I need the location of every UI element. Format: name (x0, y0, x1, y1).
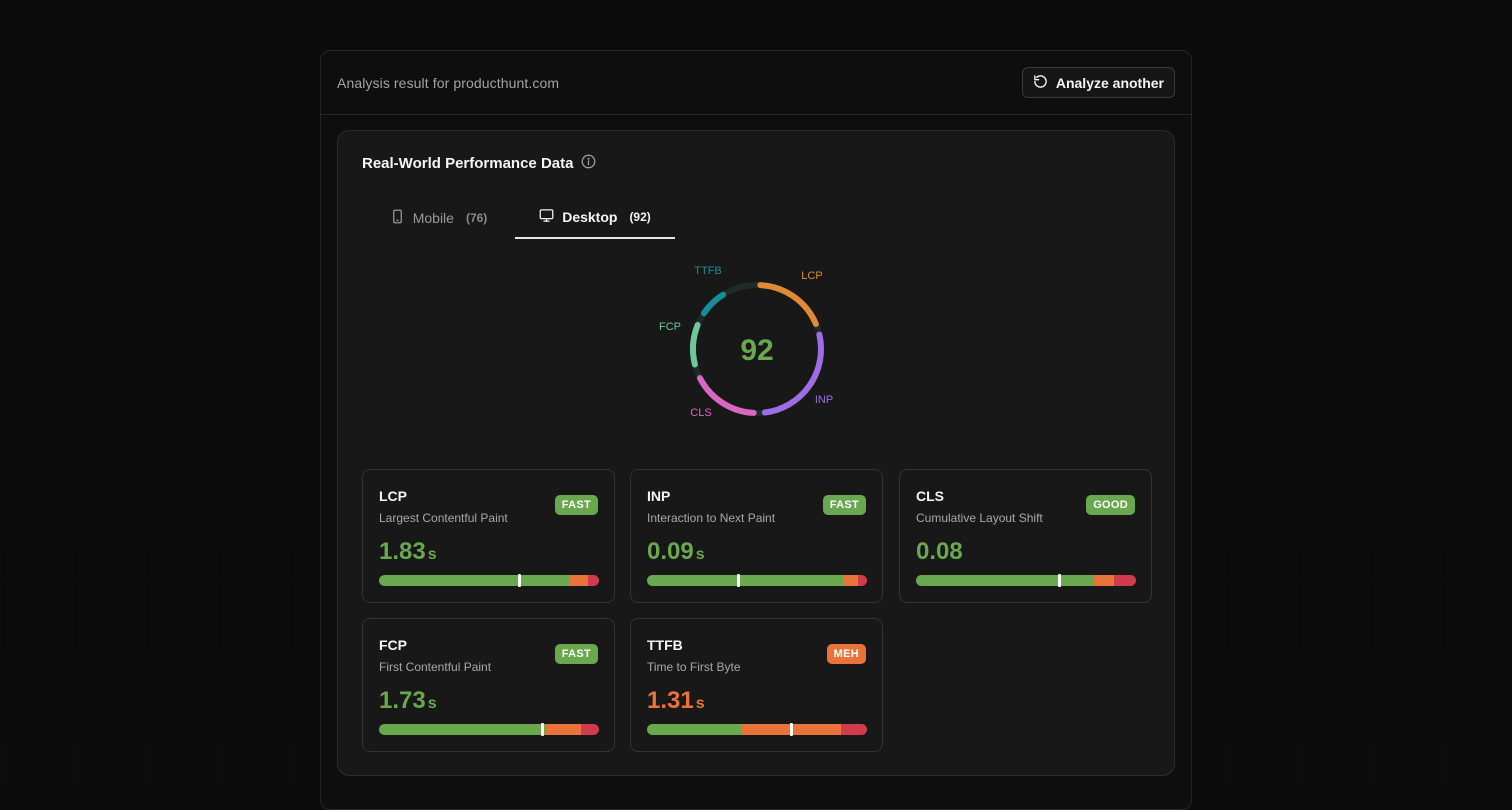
distribution-bar (916, 575, 1136, 586)
bar-segment-poor (841, 724, 867, 735)
metric-value-unit: s (696, 546, 705, 563)
bar-segment-poor (581, 724, 599, 735)
info-icon[interactable] (581, 154, 596, 173)
bar-segment-meh (843, 575, 858, 586)
tab-mobile[interactable]: Mobile (76) (362, 199, 515, 237)
bar-segment-good (379, 724, 546, 735)
gauge-label-lcp: LCP (801, 270, 822, 282)
bar-segment-poor (858, 575, 867, 586)
panel-header: Analysis result for producthunt.com Anal… (321, 51, 1191, 115)
bar-segment-meh (570, 575, 588, 586)
analyze-another-label: Analyze another (1056, 75, 1164, 91)
tab-desktop-label: Desktop (562, 209, 617, 225)
bar-segment-good (647, 575, 843, 586)
tab-desktop[interactable]: Desktop (92) (515, 199, 675, 239)
percentile-marker (790, 723, 793, 736)
gauge-arc-fcp (693, 325, 698, 364)
refresh-icon (1033, 74, 1048, 92)
status-badge: FAST (555, 495, 598, 515)
analysis-panel: Analysis result for producthunt.com Anal… (320, 50, 1192, 810)
metric-name: Time to First Byte (647, 660, 741, 674)
distribution-bar (379, 575, 599, 586)
score-gauge: 92 LCP INP CLS FCP TTFB (637, 258, 877, 428)
metric-name: Largest Contentful Paint (379, 511, 508, 525)
status-badge: FAST (555, 644, 598, 664)
smartphone-icon (390, 209, 405, 227)
metric-value-number: 1.83 (379, 538, 426, 565)
metric-value-number: 1.73 (379, 687, 426, 714)
metric-name: Interaction to Next Paint (647, 511, 775, 525)
metric-value-unit: s (696, 695, 705, 712)
distribution-bar (647, 575, 867, 586)
result-title: Analysis result for producthunt.com (337, 75, 559, 91)
metric-name: First Contentful Paint (379, 660, 491, 674)
metric-value-number: 0.09 (647, 538, 694, 565)
metric-abbr: TTFB (647, 637, 683, 653)
monitor-icon (539, 208, 554, 226)
tab-mobile-count: (76) (466, 211, 487, 225)
percentile-marker (737, 574, 740, 587)
gauge-arc-lcp (760, 285, 816, 324)
gauge-label-ttfb: TTFB (694, 265, 722, 277)
device-tabs: Mobile (76) Desktop (92) (362, 199, 675, 239)
analyze-another-button[interactable]: Analyze another (1022, 67, 1175, 98)
metric-value-unit: s (428, 695, 437, 712)
card-title: Real-World Performance Data (362, 154, 596, 173)
percentile-marker (518, 574, 521, 587)
bar-segment-good (379, 575, 570, 586)
metric-abbr: FCP (379, 637, 407, 653)
percentile-marker (1058, 574, 1061, 587)
metric-abbr: CLS (916, 488, 944, 504)
bar-segment-good (916, 575, 1094, 586)
metric-value-number: 0.08 (916, 538, 963, 565)
metric-abbr: LCP (379, 488, 407, 504)
tab-mobile-label: Mobile (413, 210, 454, 226)
gauge-label-fcp: FCP (659, 321, 681, 333)
metric-abbr: INP (647, 488, 670, 504)
bar-segment-meh (546, 724, 581, 735)
metric-value-number: 1.31 (647, 687, 694, 714)
card-title-text: Real-World Performance Data (362, 155, 573, 172)
gauge-arc-ttfb (704, 295, 723, 313)
status-badge: FAST (823, 495, 866, 515)
metric-value: 0.08 (916, 538, 965, 566)
bar-segment-poor (588, 575, 599, 586)
gauge-label-cls: CLS (690, 407, 711, 419)
status-badge: MEH (827, 644, 866, 664)
performance-card: Real-World Performance Data Mobile (337, 130, 1175, 776)
bar-segment-meh (1094, 575, 1114, 586)
status-badge: GOOD (1086, 495, 1135, 515)
distribution-bar (647, 724, 867, 735)
tab-desktop-count: (92) (629, 210, 650, 224)
gauge-label-inp: INP (815, 394, 833, 406)
metric-card-cls: CLS Cumulative Layout Shift GOOD 0.08 (899, 469, 1152, 603)
gauge-score: 92 (740, 334, 773, 367)
metric-name: Cumulative Layout Shift (916, 511, 1043, 525)
distribution-bar (379, 724, 599, 735)
bar-segment-poor (1114, 575, 1136, 586)
percentile-marker (541, 723, 544, 736)
bar-segment-good (647, 724, 742, 735)
metric-value-unit: s (428, 546, 437, 563)
